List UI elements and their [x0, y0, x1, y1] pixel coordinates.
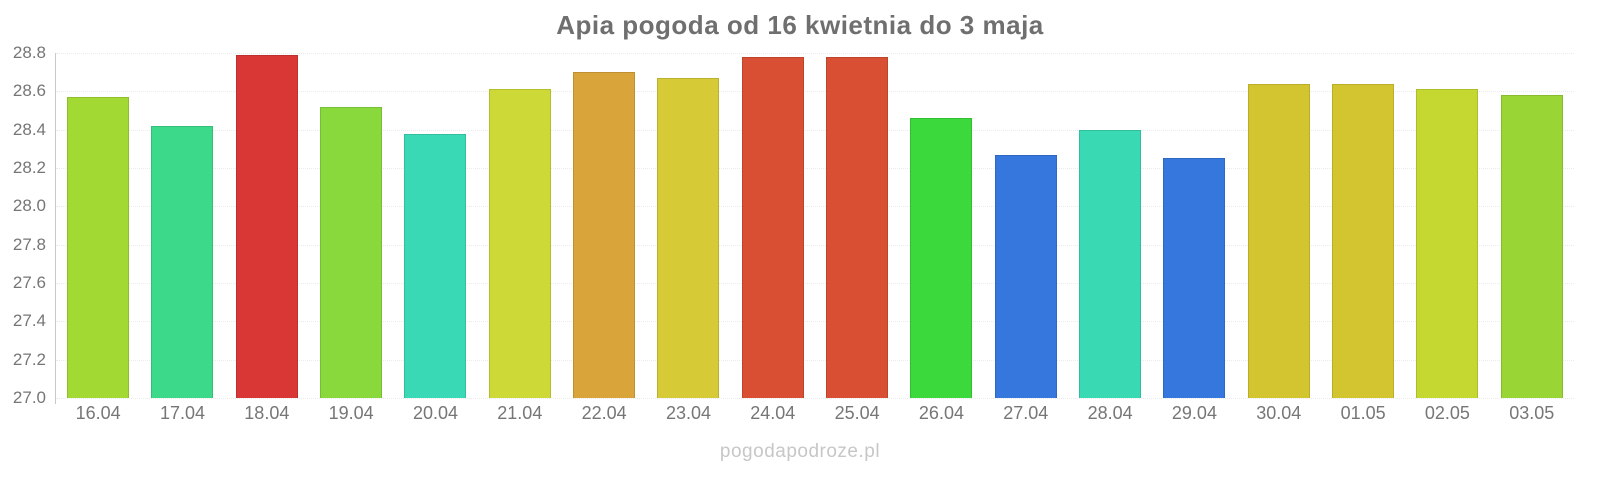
bar-27.04 [994, 154, 1057, 398]
y-axis-tick-label: 27.0 [12, 388, 46, 407]
bar-cell [646, 53, 730, 398]
gridline [56, 398, 1574, 399]
x-axis-tick-label: 23.04 [665, 403, 711, 423]
bar-23.04 [657, 77, 720, 398]
x-axis-tick-label: 03.05 [1509, 403, 1555, 423]
bar-cell [56, 53, 140, 398]
bar-cell [1237, 53, 1321, 398]
gridline [56, 129, 1574, 131]
bar-cell [140, 53, 224, 398]
gridline [56, 321, 1574, 323]
gridline [56, 283, 1574, 284]
bar-cell [562, 53, 646, 398]
x-axis-tick-label: 01.05 [1340, 403, 1386, 423]
y-axis: 28.8 28.6 28.4 28.2 28.0 27.8 27.6 27.4 27.2 27.0 [0, 43, 46, 407]
y-axis-tick-label: 28.2 [12, 158, 46, 177]
bar-20.04 [404, 133, 467, 398]
x-axis-tick-label: 21.04 [497, 403, 543, 423]
bar-cell [1152, 53, 1236, 398]
x-axis-tick-label: 20.04 [412, 403, 458, 423]
bar-cell [815, 53, 899, 398]
bar-17.04 [151, 125, 214, 398]
bar-cell [225, 53, 309, 398]
gridline [56, 91, 1574, 93]
x-axis-tick-label: 24.04 [750, 403, 796, 423]
y-axis-tick-label: 27.8 [12, 234, 46, 254]
x-axis-tick-label: 18.04 [244, 403, 290, 423]
bar-cell [393, 53, 477, 398]
x-axis-tick-label: 29.04 [1171, 403, 1217, 423]
y-axis-tick-label: 28.0 [12, 196, 46, 216]
x-axis-tick-label: 26.04 [918, 403, 964, 423]
bar-18.04 [235, 54, 298, 398]
y-axis-tick-label: 28.4 [12, 119, 46, 139]
bar-cell [1068, 53, 1152, 398]
bar-19.04 [320, 106, 383, 398]
bar-21.04 [488, 89, 551, 398]
bar-28.04 [1079, 129, 1142, 398]
plot-area [56, 53, 1574, 399]
bar-30.04 [1247, 83, 1310, 398]
bar-cell [1405, 53, 1489, 398]
bar-03.05 [1500, 95, 1563, 398]
bar-22.04 [573, 72, 636, 398]
gridline [56, 53, 1574, 54]
bar-25.04 [826, 56, 889, 398]
bar-01.05 [1332, 83, 1395, 398]
x-axis-tick-label: 27.04 [1003, 403, 1049, 423]
x-axis-tick-label: 17.04 [159, 403, 206, 423]
bar-02.05 [1416, 89, 1479, 398]
y-axis-tick-label: 27.4 [12, 311, 46, 331]
y-axis-tick-label: 28.8 [12, 43, 46, 62]
bar-cell [309, 53, 393, 398]
gridline [56, 206, 1574, 208]
bar-cell [731, 53, 815, 398]
bar-24.04 [741, 56, 804, 398]
bar-29.04 [1163, 158, 1226, 398]
gridline [56, 359, 1574, 361]
bars-layer [56, 53, 1574, 398]
y-axis-tick-label: 28.6 [12, 81, 46, 101]
x-axis-tick-label: 28.04 [1087, 403, 1133, 423]
y-axis-line [55, 53, 56, 404]
x-axis-tick-label: 19.04 [328, 403, 374, 423]
bar-cell [478, 53, 562, 398]
x-axis-tick-label: 30.04 [1256, 403, 1302, 423]
bar-26.04 [910, 118, 973, 398]
y-axis-tick-label: 27.2 [12, 349, 46, 369]
bar-cell [1321, 53, 1405, 398]
x-axis: 16.04 17.04 18.04 19.04 20.04 21.04 22.04 23.04… [56, 403, 1574, 424]
y-axis-tick-label: 27.6 [12, 273, 46, 292]
bar-cell [1490, 53, 1574, 398]
bar-cell [899, 53, 983, 398]
watermark-text: pogodapodroze.pl [719, 441, 881, 462]
bar-16.04 [67, 97, 130, 398]
gridline [56, 168, 1574, 169]
x-axis-tick-label: 25.04 [834, 403, 880, 423]
bar-cell [984, 53, 1068, 398]
x-axis-tick-label: 16.04 [75, 403, 121, 423]
x-axis-tick-label: 22.04 [581, 403, 627, 423]
chart-title: Apia pogoda od 16 kwietnia do 3 maja [556, 10, 1044, 40]
x-axis-tick-label: 02.05 [1424, 403, 1470, 423]
gridline [56, 244, 1574, 246]
